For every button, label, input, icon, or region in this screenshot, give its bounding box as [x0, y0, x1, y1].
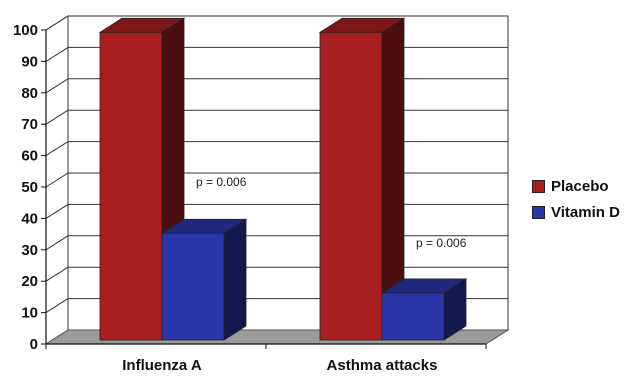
x-tick-label: Influenza A	[122, 357, 202, 374]
y-tick-label: 50	[21, 179, 38, 196]
y-tick-label: 30	[21, 242, 38, 259]
gridline-diagonal	[45, 109, 69, 125]
annotation-p-value: p = 0.006	[196, 175, 247, 189]
gridline-diagonal	[45, 266, 69, 282]
gridline-diagonal	[45, 172, 69, 188]
x-tick-label: Asthma attacks	[327, 357, 438, 374]
legend-swatch-vitamin-d	[532, 205, 545, 219]
gridline-diagonal	[45, 298, 69, 314]
gridline-diagonal	[45, 78, 69, 94]
gridline-diagonal	[45, 141, 69, 157]
annotation-p-value: p = 0.006	[416, 236, 467, 250]
y-axis: 0 10 20 30 40 50 60 70 80 90 100	[13, 22, 47, 353]
y-tick-label: 80	[21, 85, 38, 102]
x-axis: Influenza A Asthma attacks	[45, 343, 487, 374]
bar-vitamin-d	[161, 232, 225, 341]
bar-placebo	[319, 31, 383, 341]
y-tick-label: 0	[30, 336, 38, 353]
legend-swatch-placebo	[532, 179, 545, 193]
legend-item-vitamin-d: Vitamin D	[532, 202, 620, 222]
legend-item-placebo: Placebo	[532, 176, 620, 196]
y-tick-label: 10	[21, 305, 38, 322]
gridline-diagonal	[45, 46, 69, 62]
gridline-diagonal	[45, 235, 69, 251]
bar-vitamin-d	[381, 292, 445, 341]
annotations: p = 0.006 p = 0.006	[196, 175, 467, 250]
bar-side-vitamin-d	[223, 218, 247, 341]
y-tick-label: 90	[21, 53, 38, 70]
bars	[98, 17, 468, 341]
y-tick-label: 100	[13, 22, 38, 39]
legend-label-placebo: Placebo	[551, 177, 609, 195]
legend-label-vitamin-d: Vitamin D	[551, 203, 620, 221]
y-tick-label: 70	[21, 116, 38, 133]
y-tick-label: 20	[21, 273, 38, 290]
bar-placebo	[99, 31, 163, 341]
gridline-diagonal	[45, 15, 69, 31]
gridline-diagonal	[45, 203, 69, 219]
legend: Placebo Vitamin D	[532, 176, 620, 228]
y-tick-label: 40	[21, 210, 38, 227]
y-tick-label: 60	[21, 148, 38, 165]
